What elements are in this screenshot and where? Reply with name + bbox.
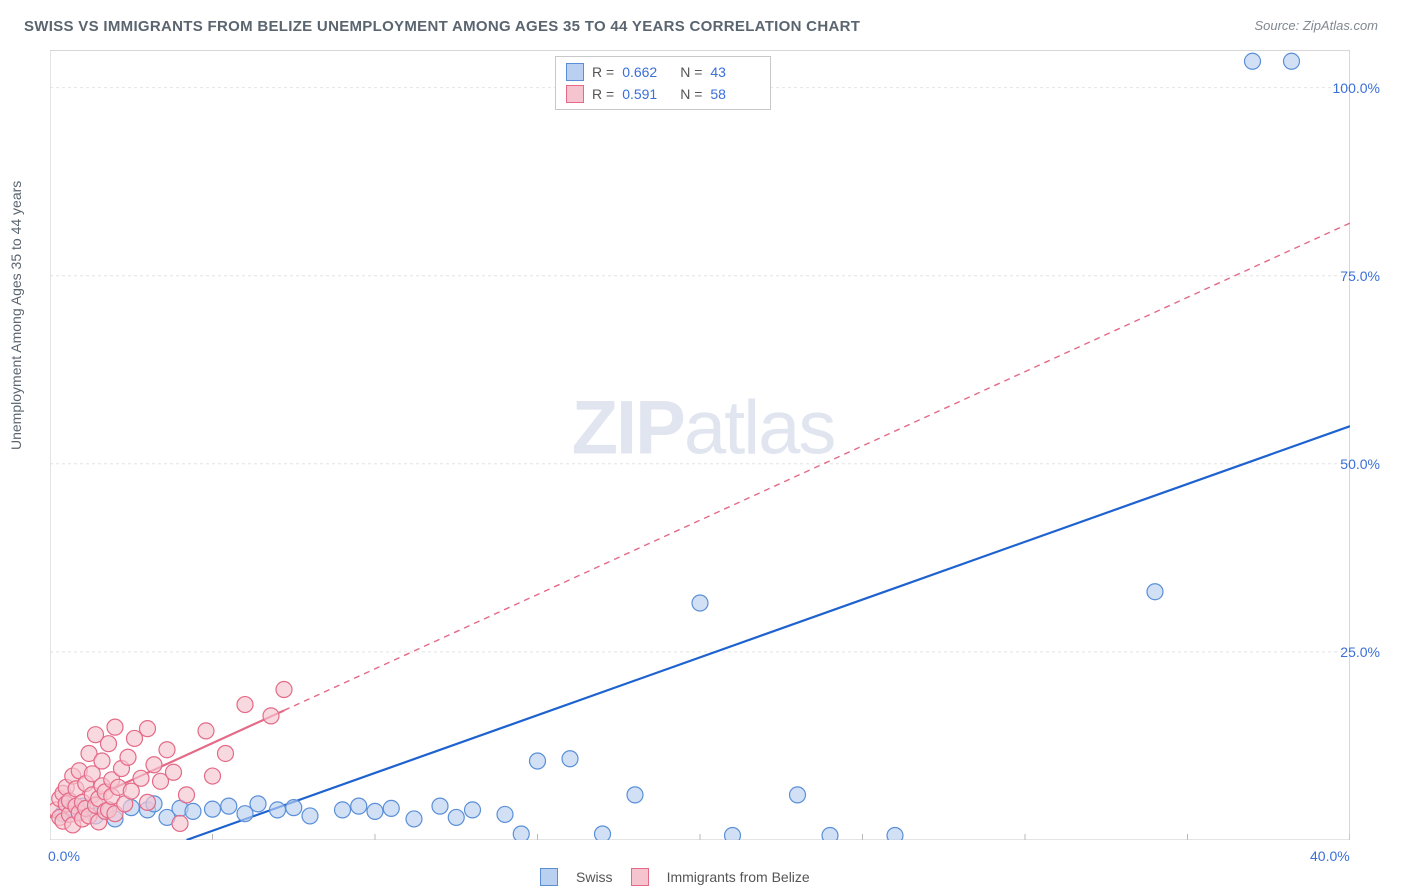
correlation-row-swiss: R = 0.662 N = 43 — [566, 61, 760, 83]
n-value-belize: 58 — [710, 86, 760, 102]
swatch-belize — [566, 85, 584, 103]
r-value-swiss: 0.662 — [622, 64, 672, 80]
y-tick-label: 25.0% — [1340, 644, 1380, 660]
source-attribution: Source: ZipAtlas.com — [1254, 18, 1378, 33]
chart-title: SWISS VS IMMIGRANTS FROM BELIZE UNEMPLOY… — [24, 18, 860, 35]
legend-swatch-belize — [631, 868, 649, 886]
r-value-belize: 0.591 — [622, 86, 672, 102]
x-tick-label: 0.0% — [48, 848, 80, 864]
legend-label-belize: Immigrants from Belize — [667, 869, 810, 885]
legend-swatch-swiss — [540, 868, 558, 886]
series-legend: Swiss Immigrants from Belize — [540, 868, 810, 886]
r-label: R = — [592, 86, 614, 102]
correlation-row-belize: R = 0.591 N = 58 — [566, 83, 760, 105]
y-tick-label: 100.0% — [1333, 80, 1380, 96]
n-label: N = — [680, 86, 702, 102]
r-label: R = — [592, 64, 614, 80]
n-label: N = — [680, 64, 702, 80]
scatter-plot — [50, 50, 1350, 840]
y-tick-label: 50.0% — [1340, 456, 1380, 472]
y-tick-label: 75.0% — [1340, 268, 1380, 284]
y-axis-label: Unemployment Among Ages 35 to 44 years — [8, 181, 24, 450]
n-value-swiss: 43 — [710, 64, 760, 80]
x-tick-label: 40.0% — [1310, 848, 1350, 864]
legend-label-swiss: Swiss — [576, 869, 613, 885]
swatch-swiss — [566, 63, 584, 81]
correlation-legend: R = 0.662 N = 43 R = 0.591 N = 58 — [555, 56, 771, 110]
